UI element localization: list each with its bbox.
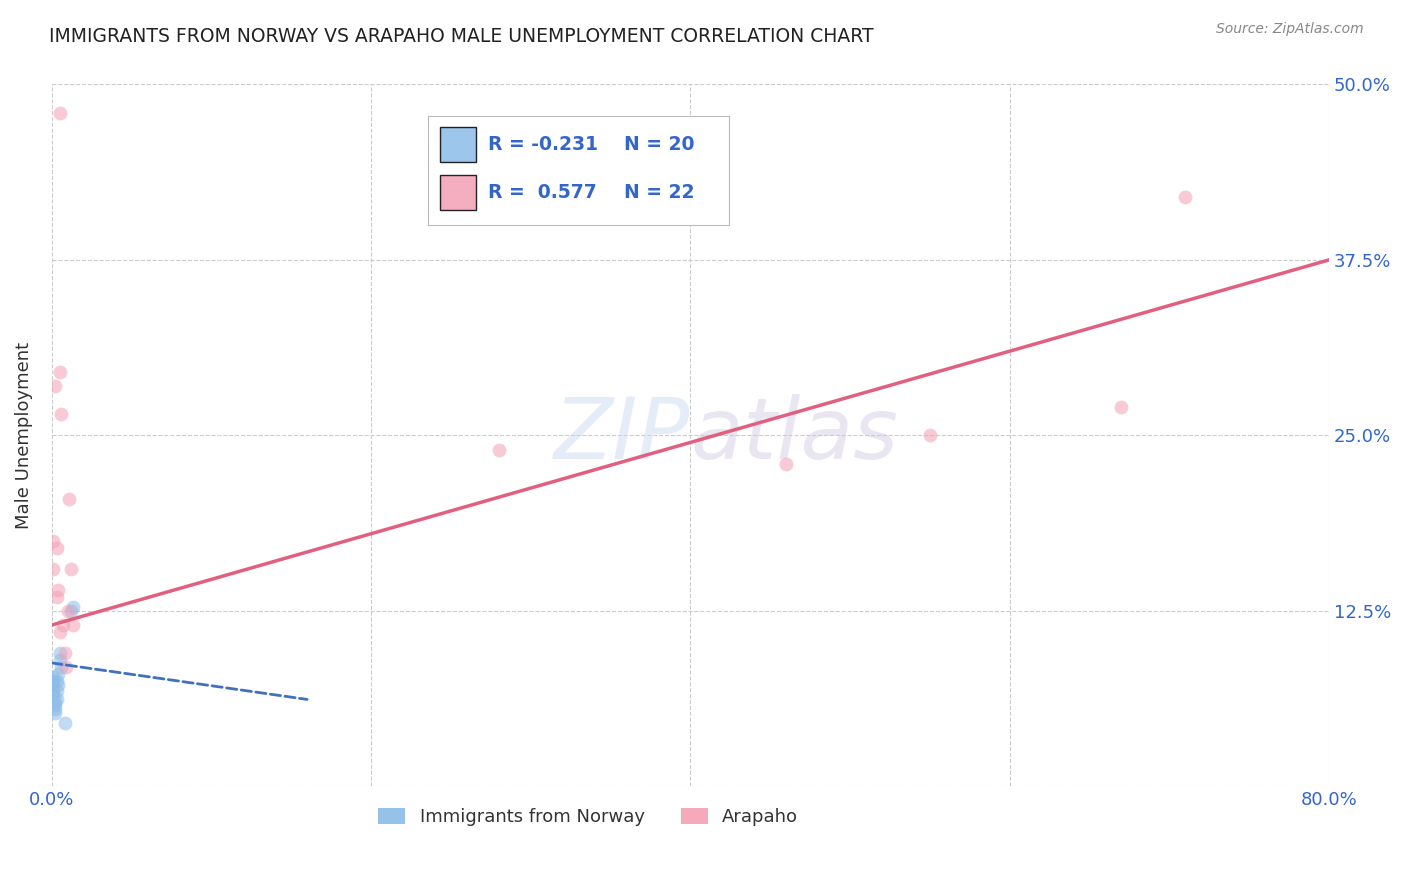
Point: [42, 684, 65, 698]
Point: [46, 678, 69, 692]
Point: [59, 562, 82, 576]
Point: [48, 646, 70, 660]
Point: [51, 660, 73, 674]
Point: [62, 599, 84, 614]
Point: [51, 408, 73, 422]
Point: [45, 590, 67, 604]
Point: [44, 379, 66, 393]
Point: [918, 428, 941, 442]
Point: [59, 604, 82, 618]
Text: ZIP: ZIP: [554, 394, 690, 477]
Point: [44, 702, 66, 716]
Point: [44, 695, 66, 709]
Point: [42, 533, 65, 548]
Point: [45, 674, 67, 689]
Text: atlas: atlas: [690, 394, 898, 477]
Y-axis label: Male Unemployment: Male Unemployment: [15, 342, 32, 529]
Text: Source: ZipAtlas.com: Source: ZipAtlas.com: [1216, 22, 1364, 37]
Point: [42, 674, 65, 689]
Point: [62, 618, 84, 632]
Point: [45, 541, 67, 555]
Point: [48, 625, 70, 640]
Point: [58, 491, 80, 506]
Point: [56, 604, 79, 618]
Legend: Immigrants from Norway, Arapaho: Immigrants from Norway, Arapaho: [371, 801, 806, 834]
Point: [46, 582, 69, 597]
Point: [42, 678, 65, 692]
Point: [48, 653, 70, 667]
Point: [48, 105, 70, 120]
Point: [45, 692, 67, 706]
Point: [42, 688, 65, 702]
Point: [42, 670, 65, 684]
Text: IMMIGRANTS FROM NORWAY VS ARAPAHO MALE UNEMPLOYMENT CORRELATION CHART: IMMIGRANTS FROM NORWAY VS ARAPAHO MALE U…: [49, 27, 875, 45]
Point: [44, 706, 66, 721]
Point: [45, 684, 67, 698]
Point: [1174, 190, 1197, 204]
Point: [53, 716, 76, 731]
Point: [775, 457, 797, 471]
Point: [53, 646, 76, 660]
Point: [488, 442, 510, 457]
Point: [48, 365, 70, 379]
Point: [46, 667, 69, 681]
Point: [55, 660, 77, 674]
Point: [44, 698, 66, 712]
Point: [52, 618, 75, 632]
Point: [1109, 401, 1132, 415]
Point: [42, 562, 65, 576]
